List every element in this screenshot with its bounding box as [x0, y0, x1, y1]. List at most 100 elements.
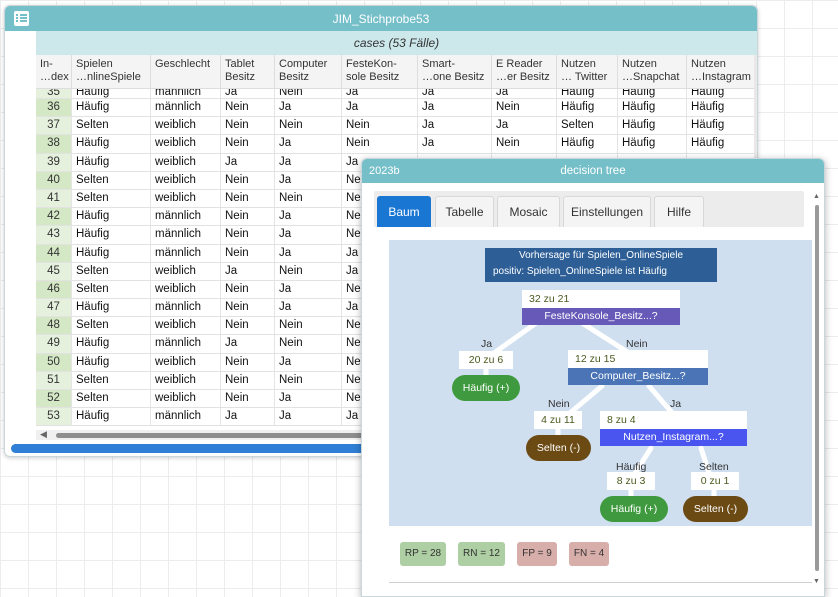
tree-scrollbar-thumb[interactable] [815, 205, 819, 571]
table-cell[interactable]: Nein [275, 335, 342, 353]
table-cell[interactable]: Ja [418, 117, 492, 135]
insta-right-leaf-pill[interactable]: Selten (-) [683, 496, 748, 522]
tab-mosaic[interactable]: Mosaic [497, 196, 560, 227]
scroll-up-icon[interactable]: ▲ [813, 193, 820, 200]
table-cell[interactable]: Selten [72, 390, 151, 408]
table-cell[interactable]: Häufig [72, 299, 151, 317]
table-cell[interactable]: weiblich [151, 117, 221, 135]
table-cell[interactable]: Häufig [72, 226, 151, 244]
scroll-down-icon[interactable]: ▼ [813, 578, 820, 585]
table-bottom-scrollbar[interactable] [11, 444, 637, 453]
table-cell[interactable]: Häufig [557, 135, 618, 153]
table-cell[interactable]: männlich [151, 244, 221, 262]
table-cell[interactable]: Nein [221, 171, 275, 189]
table-cell[interactable]: Selten [557, 117, 618, 135]
row-index-cell[interactable]: 40 [36, 171, 72, 189]
table-cell[interactable]: Nein [275, 89, 342, 98]
tree-titlebar[interactable]: 2023b decision tree [362, 159, 824, 183]
table-cell[interactable]: männlich [151, 226, 221, 244]
row-index-cell[interactable]: 36 [36, 99, 72, 117]
insta-left-leaf-pill[interactable]: Häufig (+) [600, 496, 668, 522]
table-cell[interactable]: Ja [275, 208, 342, 226]
table-cell[interactable]: männlich [151, 408, 221, 426]
table-cell[interactable]: Ja [275, 244, 342, 262]
row-index-cell[interactable]: 49 [36, 335, 72, 353]
table-cell[interactable]: Selten [72, 371, 151, 389]
table-cell[interactable]: Ja [275, 280, 342, 299]
column-header[interactable]: Nutzen …Snapchat [618, 55, 687, 88]
row-index-cell[interactable]: 46 [36, 280, 72, 299]
table-row[interactable]: 38 Häufig weiblich Nein Ja Nein Ja Nein Häufig Hä… [36, 135, 757, 154]
table-cell[interactable]: Ja [418, 89, 492, 98]
table-row[interactable]: 37 Selten weiblich Nein Nein Nein Ja Ja Selten Hä… [36, 117, 757, 136]
table-cell[interactable]: Nein [221, 99, 275, 117]
table-cell[interactable]: Ja [221, 335, 275, 353]
table-cell[interactable]: weiblich [151, 317, 221, 335]
left-leaf-pill[interactable]: Häufig (+) [452, 375, 520, 401]
table-cell[interactable]: Nein [221, 280, 275, 299]
table-cell[interactable]: Ja [221, 153, 275, 171]
row-index-cell[interactable]: 45 [36, 262, 72, 280]
table-cell[interactable]: Selten [72, 171, 151, 189]
table-cell[interactable]: Ja [275, 408, 342, 426]
table-cell[interactable]: Nein [492, 135, 557, 153]
column-header[interactable]: Nutzen… Twitter [557, 55, 618, 88]
row-index-cell[interactable]: 43 [36, 226, 72, 244]
tab-hilfe[interactable]: Hilfe [654, 196, 704, 227]
table-cell[interactable]: Ja [221, 262, 275, 280]
table-cell[interactable]: Nein [342, 117, 418, 135]
table-cell[interactable]: Selten [72, 317, 151, 335]
table-cell[interactable]: Häufig [72, 99, 151, 117]
table-cell[interactable]: Ja [275, 171, 342, 189]
row-index-cell[interactable]: 53 [36, 408, 72, 426]
table-cell[interactable]: Selten [72, 262, 151, 280]
table-cell[interactable]: Nein [275, 117, 342, 135]
row-index-cell[interactable]: 41 [36, 189, 72, 208]
table-cell[interactable]: Häufig [72, 335, 151, 353]
table-cell[interactable]: männlich [151, 299, 221, 317]
table-cell[interactable]: weiblich [151, 390, 221, 408]
table-cell[interactable]: Nein [275, 371, 342, 389]
table-cell[interactable]: Häufig [687, 89, 757, 98]
table-cell[interactable]: Häufig [687, 135, 757, 153]
table-row[interactable]: 36 Häufig männlich Nein Ja Ja Ja Nein Häufig Häuf… [36, 99, 757, 118]
table-cell[interactable]: Ja [275, 390, 342, 408]
table-cell[interactable]: Ja [418, 99, 492, 117]
table-cell[interactable]: Ja [418, 135, 492, 153]
column-header[interactable]: Smart- …one Besitz [418, 55, 492, 88]
table-cell[interactable]: Ja [275, 299, 342, 317]
table-cell[interactable]: weiblich [151, 171, 221, 189]
table-cell[interactable]: weiblich [151, 262, 221, 280]
table-cell[interactable]: Häufig [72, 153, 151, 171]
table-cell[interactable]: Nein [221, 390, 275, 408]
table-cell[interactable]: Ja [342, 89, 418, 98]
table-cell[interactable]: Häufig [72, 408, 151, 426]
column-header[interactable]: Tablet Besitz [221, 55, 275, 88]
row-index-cell[interactable]: 39 [36, 153, 72, 171]
table-cell[interactable]: Ja [221, 89, 275, 98]
column-header[interactable]: Geschlecht [151, 55, 221, 88]
table-icon[interactable] [14, 11, 29, 26]
instagram-node-question[interactable]: Nutzen_Instagram...? [600, 429, 747, 446]
table-cell[interactable]: Häufig [72, 244, 151, 262]
row-index-cell[interactable]: 50 [36, 353, 72, 371]
table-cell[interactable]: weiblich [151, 280, 221, 299]
row-index-cell[interactable]: 37 [36, 117, 72, 135]
table-cell[interactable]: Selten [72, 117, 151, 135]
table-cell[interactable]: Nein [221, 244, 275, 262]
table-cell[interactable]: weiblich [151, 353, 221, 371]
table-cell[interactable]: Nein [275, 262, 342, 280]
tab-baum[interactable]: Baum [377, 196, 431, 227]
column-header[interactable]: Spielen …nlineSpiele [72, 55, 151, 88]
table-cell[interactable]: Nein [221, 189, 275, 208]
table-cell[interactable]: Häufig [687, 99, 757, 117]
tab-einstellungen[interactable]: Einstellungen [563, 196, 651, 227]
table-cell[interactable]: männlich [151, 99, 221, 117]
table-cell[interactable]: Häufig [72, 135, 151, 153]
table-cell[interactable]: Ja [275, 226, 342, 244]
table-cell[interactable]: Nein [221, 226, 275, 244]
column-header[interactable]: Computer Besitz [275, 55, 342, 88]
table-cell[interactable]: Nein [221, 353, 275, 371]
tree-scrollbar[interactable]: ▲ ▼ [813, 193, 821, 585]
computer-node-question[interactable]: Computer_Besitz...? [568, 368, 708, 385]
